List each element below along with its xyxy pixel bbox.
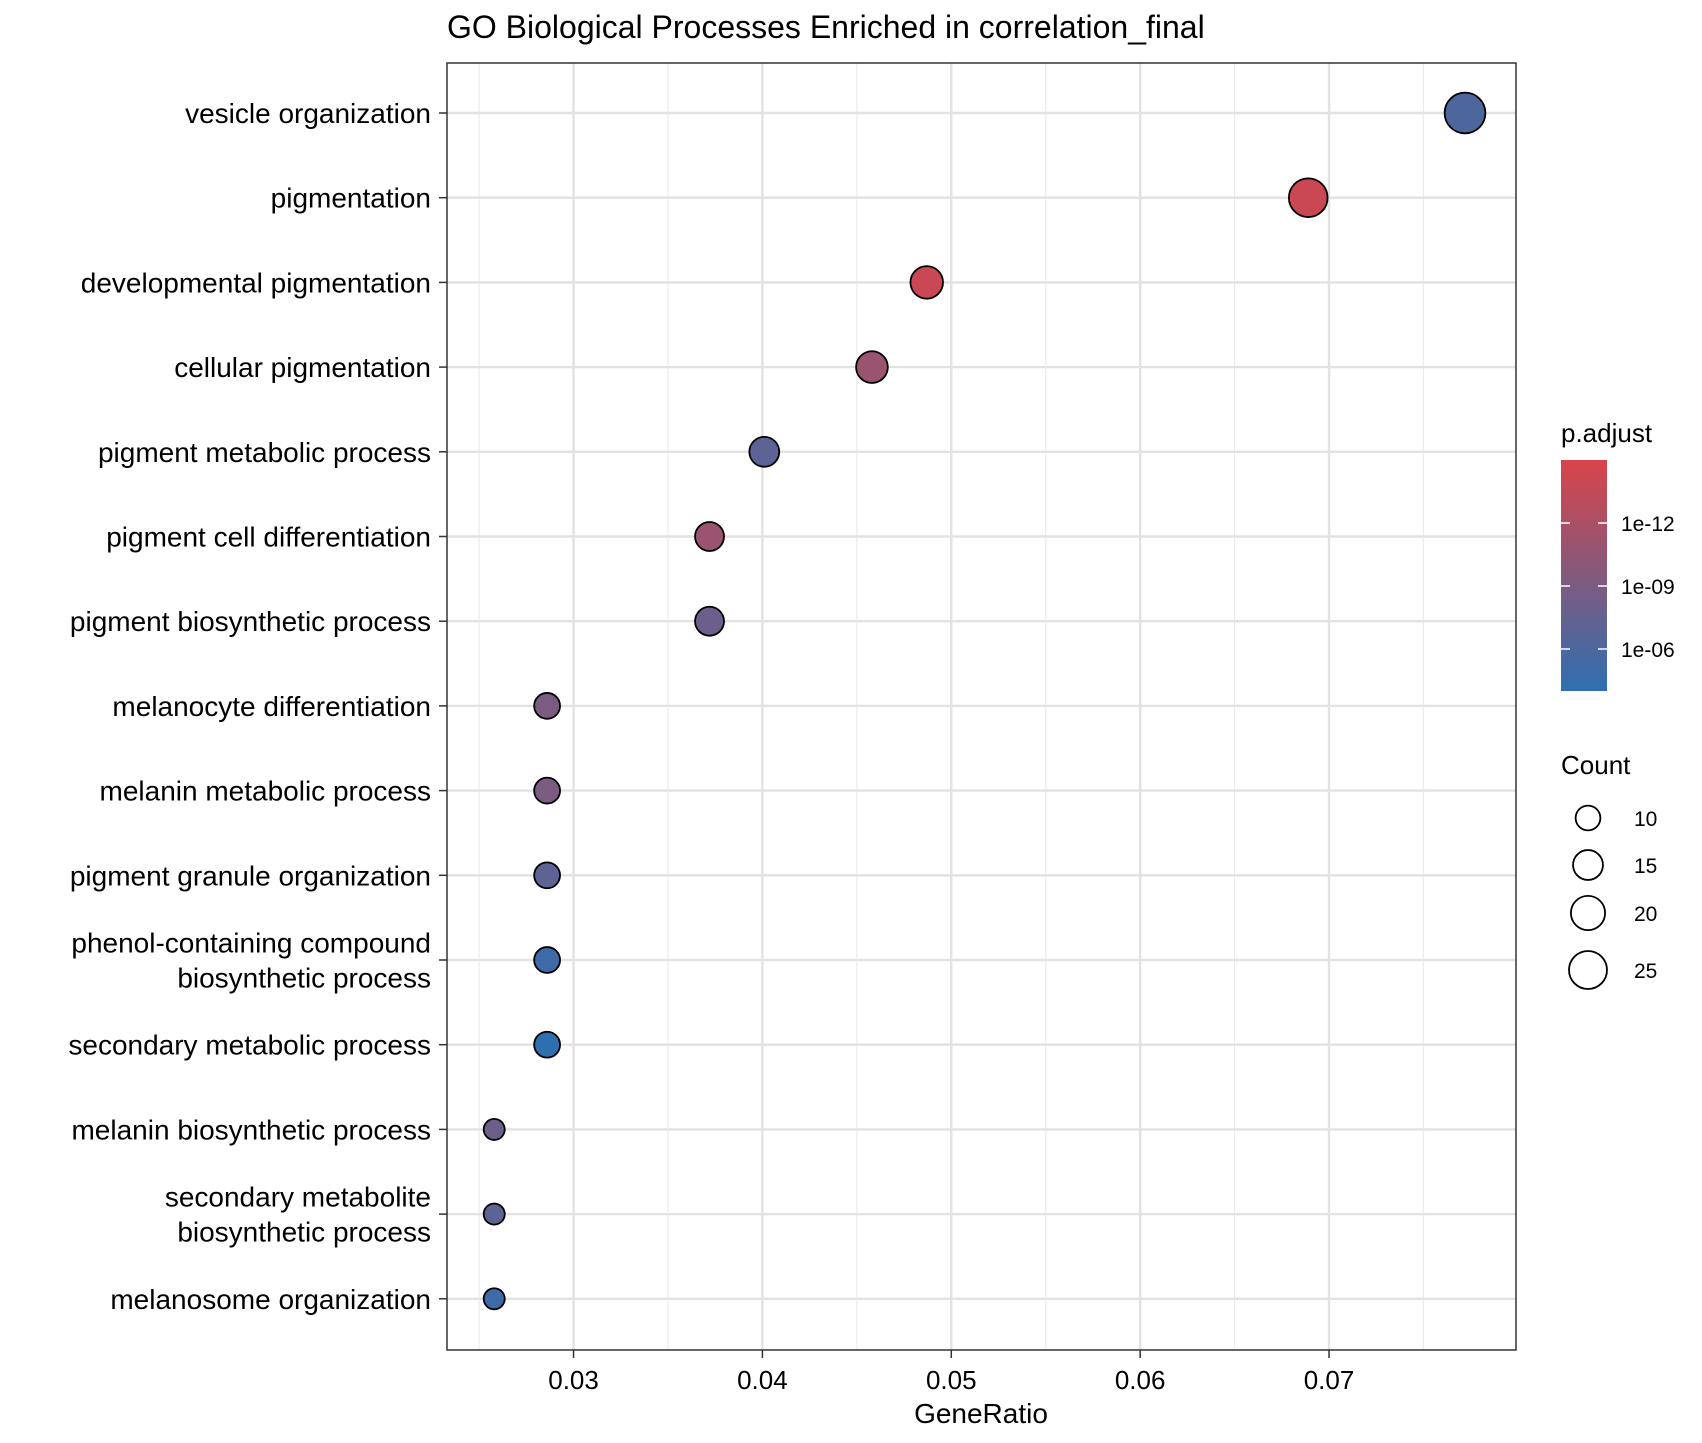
data-points (482, 91, 1487, 1311)
y-tick-label-line: melanin metabolic process (100, 776, 432, 807)
y-tick-label: pigment metabolic process (98, 437, 431, 468)
data-point (533, 1030, 561, 1059)
y-tick-label-line: pigment metabolic process (98, 437, 431, 468)
size-legend-label: 25 (1634, 960, 1657, 983)
data-point (909, 265, 944, 300)
x-tick-label: 0.04 (737, 1365, 788, 1395)
data-point (1287, 177, 1329, 218)
y-tick-label-line: melanosome organization (110, 1284, 431, 1315)
y-tick-label: phenol-containing compound biosynthetic p… (71, 928, 431, 994)
data-point (482, 1117, 506, 1141)
data-point (533, 861, 561, 890)
y-tick-label-line: melanocyte differentiation (112, 691, 431, 722)
color-legend: p.adjust 1e-12 1e-09 1e-06 (1561, 418, 1675, 691)
y-tick-label: cellular pigmentation (174, 352, 431, 383)
y-tick-label: melanosome organization (110, 1284, 431, 1315)
size-legend-label: 10 (1634, 808, 1657, 831)
y-tick-label: pigment cell differentiation (106, 522, 431, 553)
y-tick-label: secondary metabolic process (68, 1030, 431, 1061)
data-point (694, 605, 725, 637)
data-point (1443, 91, 1487, 135)
y-tick-label-line: biosynthetic process (177, 963, 431, 994)
y-tick-label-line: melanin biosynthetic process (71, 1114, 431, 1145)
y-tick-label-line: secondary metabolite (165, 1182, 431, 1213)
color-legend-label: 1e-09 (1621, 576, 1675, 599)
y-tick-label-line: pigment granule organization (70, 860, 431, 891)
size-legend-items: 10 15 20 25 (1568, 804, 1657, 990)
x-axis: 0.03 0.04 0.05 0.06 0.07 (548, 1350, 1354, 1395)
y-tick-label-line: pigmentation (271, 183, 431, 214)
data-point (482, 1202, 506, 1226)
y-tick-label: pigment granule organization (70, 860, 431, 891)
y-tick-label-line: vesicle organization (185, 98, 431, 129)
y-tick-label-line: phenol-containing compound (71, 928, 431, 959)
size-legend-circle (1570, 895, 1606, 931)
data-point (694, 521, 725, 552)
data-point (748, 435, 781, 468)
y-tick-label-line: developmental pigmentation (81, 267, 431, 298)
size-legend-label: 15 (1634, 855, 1657, 878)
color-legend-ticks: 1e-12 1e-09 1e-06 (1561, 513, 1675, 662)
data-point (482, 1287, 506, 1311)
y-tick-label-line: secondary metabolic process (68, 1030, 431, 1061)
y-tick-label-line: pigment biosynthetic process (70, 606, 431, 637)
color-legend-bar (1561, 460, 1607, 691)
data-point (855, 350, 889, 384)
x-tick-label: 0.06 (1115, 1365, 1166, 1395)
y-tick-label-line: cellular pigmentation (174, 352, 431, 383)
y-tick-label: melanocyte differentiation (112, 691, 431, 722)
data-point (533, 776, 561, 805)
y-tick-label: pigment biosynthetic process (70, 606, 431, 637)
x-axis-title: GeneRatio (914, 1398, 1048, 1429)
size-legend-title: Count (1561, 750, 1631, 780)
x-tick-label: 0.03 (548, 1365, 599, 1395)
y-tick-label-line: pigment cell differentiation (106, 522, 431, 553)
grid-lines (447, 63, 1516, 1350)
data-point (533, 946, 561, 974)
size-legend-circle (1568, 950, 1608, 990)
x-tick-label: 0.07 (1304, 1365, 1355, 1395)
color-legend-title: p.adjust (1561, 418, 1653, 448)
size-legend-circle (1572, 849, 1604, 881)
y-tick-label: melanin metabolic process (100, 776, 432, 807)
color-legend-label: 1e-12 (1621, 513, 1675, 536)
size-legend-circle (1574, 804, 1602, 832)
size-legend-label: 20 (1634, 903, 1657, 926)
y-tick-label: secondary metabolite biosynthetic process (165, 1182, 431, 1248)
chart-title: GO Biological Processes Enriched in corr… (447, 9, 1205, 45)
data-point (533, 692, 561, 720)
size-legend: Count 10 15 20 25 (1561, 750, 1657, 990)
y-tick-label: vesicle organization (185, 98, 431, 129)
y-tick-label-line: biosynthetic process (177, 1217, 431, 1248)
y-tick-label: pigmentation (271, 183, 431, 214)
y-tick-label: melanin biosynthetic process (71, 1114, 431, 1145)
color-legend-label: 1e-06 (1621, 639, 1675, 662)
y-axis: vesicle organization pigmentation developm… (68, 98, 447, 1315)
y-tick-label: developmental pigmentation (81, 267, 431, 298)
x-tick-label: 0.05 (926, 1365, 977, 1395)
